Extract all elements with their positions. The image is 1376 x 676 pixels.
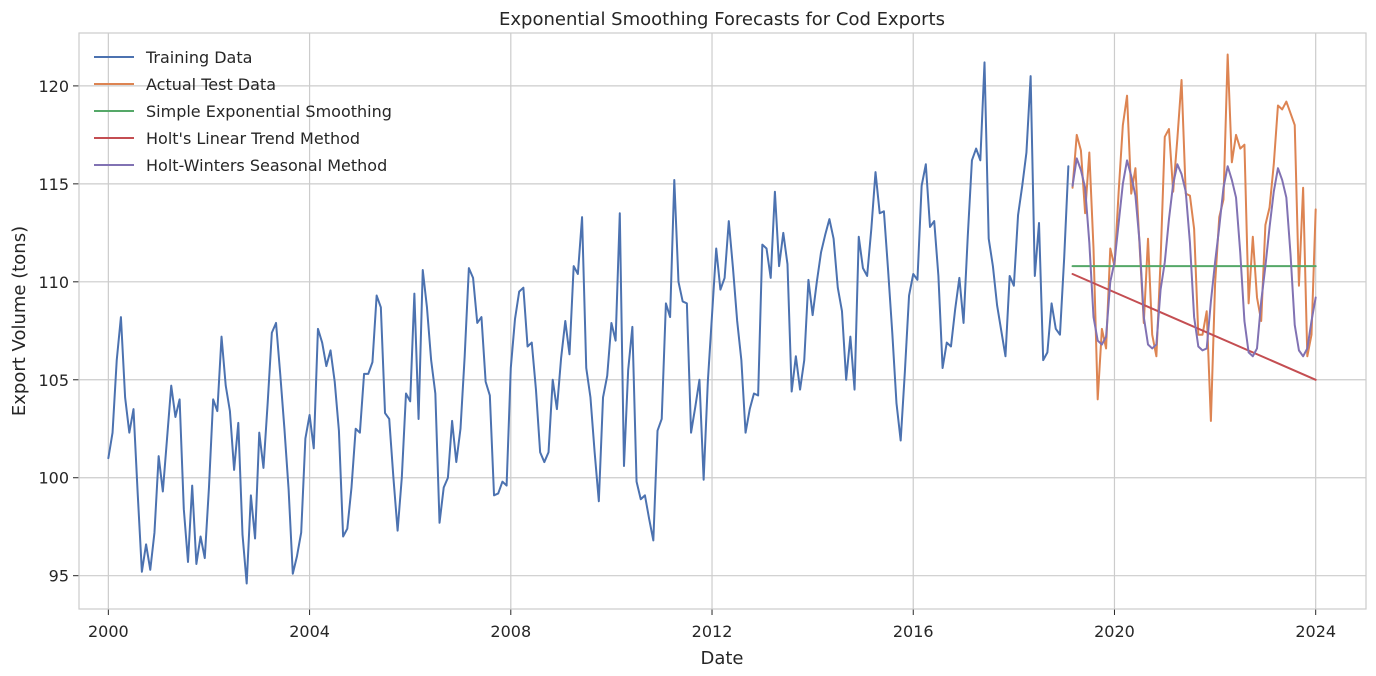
y-tick-label: 120 <box>38 77 69 96</box>
series-line-1 <box>1071 53 1317 422</box>
legend-label: Holt-Winters Seasonal Method <box>146 156 387 175</box>
plot-frame <box>78 32 1367 610</box>
legend-label: Holt's Linear Trend Method <box>146 129 360 148</box>
x-tick-label: 2008 <box>490 622 531 641</box>
x-axis-label: Date <box>700 648 743 669</box>
y-axis-label: Export Volume (tons) <box>9 226 30 416</box>
series-line-4 <box>1071 157 1317 358</box>
y-tick-label: 110 <box>38 273 69 292</box>
series <box>107 53 1317 585</box>
legend-label: Actual Test Data <box>146 75 276 94</box>
series-line-3 <box>1071 272 1317 381</box>
legend-label: Training Data <box>145 48 252 67</box>
x-tick-label: 2000 <box>88 622 129 641</box>
y-tick-label: 100 <box>38 469 69 488</box>
x-tick-label: 2016 <box>893 622 934 641</box>
x-tick-label: 2020 <box>1094 622 1135 641</box>
y-tick-label: 105 <box>38 371 69 390</box>
y-tick-label: 115 <box>38 175 69 194</box>
chart-title: Exponential Smoothing Forecasts for Cod … <box>499 9 945 30</box>
y-tick-label: 95 <box>49 567 69 586</box>
x-tick-label: 2024 <box>1295 622 1336 641</box>
x-tick-label: 2004 <box>289 622 330 641</box>
tick-labels: 2000 2004 2008 2012 2016 2020 2024 95 100 105 110 1… <box>38 77 1336 641</box>
x-tick-label: 2012 <box>692 622 733 641</box>
legend-label: Simple Exponential Smoothing <box>146 102 392 121</box>
legend: Training Data Actual Test Data Simple Expo… <box>94 48 392 175</box>
series-line-0 <box>107 61 1070 585</box>
